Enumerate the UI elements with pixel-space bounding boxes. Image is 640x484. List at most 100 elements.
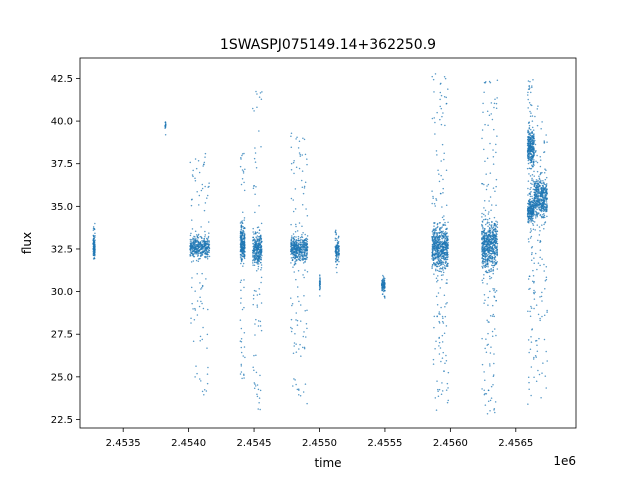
data-point	[443, 152, 445, 155]
data-point	[258, 239, 261, 241]
data-point	[444, 315, 447, 318]
data-point	[205, 390, 208, 392]
data-point	[493, 353, 495, 355]
data-point	[492, 247, 494, 250]
data-point	[447, 241, 449, 244]
data-point	[485, 247, 488, 249]
data-point	[534, 207, 537, 210]
data-point	[527, 153, 530, 155]
data-point	[531, 158, 534, 161]
data-point	[537, 181, 539, 183]
data-point	[382, 290, 385, 293]
data-point	[487, 253, 489, 256]
data-point	[538, 183, 540, 186]
data-point	[196, 249, 199, 252]
data-point	[531, 177, 533, 180]
data-point	[432, 363, 435, 365]
data-point	[447, 88, 449, 90]
data-point	[528, 85, 530, 87]
data-point	[488, 114, 491, 116]
data-point	[484, 247, 486, 249]
data-point	[252, 107, 254, 110]
data-point	[257, 226, 260, 228]
data-point	[296, 230, 299, 232]
data-point	[240, 240, 243, 242]
data-point	[319, 287, 321, 289]
data-point	[438, 173, 440, 175]
data-point	[491, 330, 494, 333]
data-point	[485, 234, 487, 237]
data-point	[432, 358, 435, 361]
data-point	[298, 140, 301, 143]
data-point	[190, 204, 193, 207]
data-point	[441, 268, 443, 270]
data-point	[306, 245, 309, 248]
data-point	[486, 319, 488, 322]
data-point	[206, 194, 209, 197]
data-point	[537, 369, 539, 372]
data-point	[436, 111, 438, 114]
data-point	[197, 242, 199, 244]
data-point	[527, 376, 530, 378]
data-point	[541, 121, 543, 123]
data-point	[530, 218, 532, 220]
data-point	[295, 247, 298, 250]
data-point	[204, 252, 207, 255]
data-point	[254, 211, 256, 214]
data-point	[487, 124, 489, 127]
data-point	[441, 390, 444, 392]
data-point	[527, 208, 529, 211]
data-point	[531, 130, 533, 133]
data-point	[256, 255, 258, 257]
data-point	[496, 230, 499, 232]
data-point	[291, 258, 294, 261]
data-point	[242, 170, 245, 172]
data-point	[440, 227, 443, 229]
data-point	[542, 192, 544, 194]
data-point	[298, 222, 301, 224]
data-point	[537, 204, 539, 207]
data-point	[489, 238, 491, 241]
data-point	[295, 225, 297, 228]
data-point	[530, 221, 532, 223]
data-point	[441, 278, 443, 281]
data-point	[494, 233, 496, 236]
data-point	[434, 121, 436, 124]
data-point	[256, 106, 258, 109]
data-point	[338, 249, 340, 251]
data-point	[206, 333, 209, 336]
y-tick-label: 22.5	[51, 415, 73, 426]
data-point	[481, 261, 483, 264]
data-point	[303, 294, 305, 297]
data-point	[192, 246, 194, 249]
data-point	[334, 260, 337, 263]
data-point	[193, 248, 196, 251]
data-point	[296, 252, 299, 254]
data-point	[534, 213, 536, 216]
data-point	[240, 225, 243, 228]
data-point	[535, 339, 538, 342]
data-point	[487, 244, 489, 246]
data-point	[441, 334, 444, 337]
data-point	[495, 102, 498, 105]
data-point	[241, 377, 243, 380]
data-point	[290, 132, 293, 134]
data-point	[297, 249, 299, 252]
data-point	[444, 234, 447, 236]
data-point	[299, 259, 301, 262]
data-point	[443, 224, 446, 226]
data-point	[496, 253, 498, 256]
data-point	[435, 277, 438, 279]
data-point	[194, 245, 196, 248]
data-point	[492, 266, 495, 269]
data-point	[443, 258, 446, 260]
data-point	[530, 366, 533, 368]
data-point	[295, 166, 298, 168]
data-point	[438, 320, 440, 323]
data-point	[538, 373, 541, 376]
data-point	[492, 374, 495, 376]
data-point	[197, 260, 200, 263]
data-point	[439, 227, 441, 229]
data-point	[436, 261, 438, 264]
data-point	[491, 240, 493, 243]
